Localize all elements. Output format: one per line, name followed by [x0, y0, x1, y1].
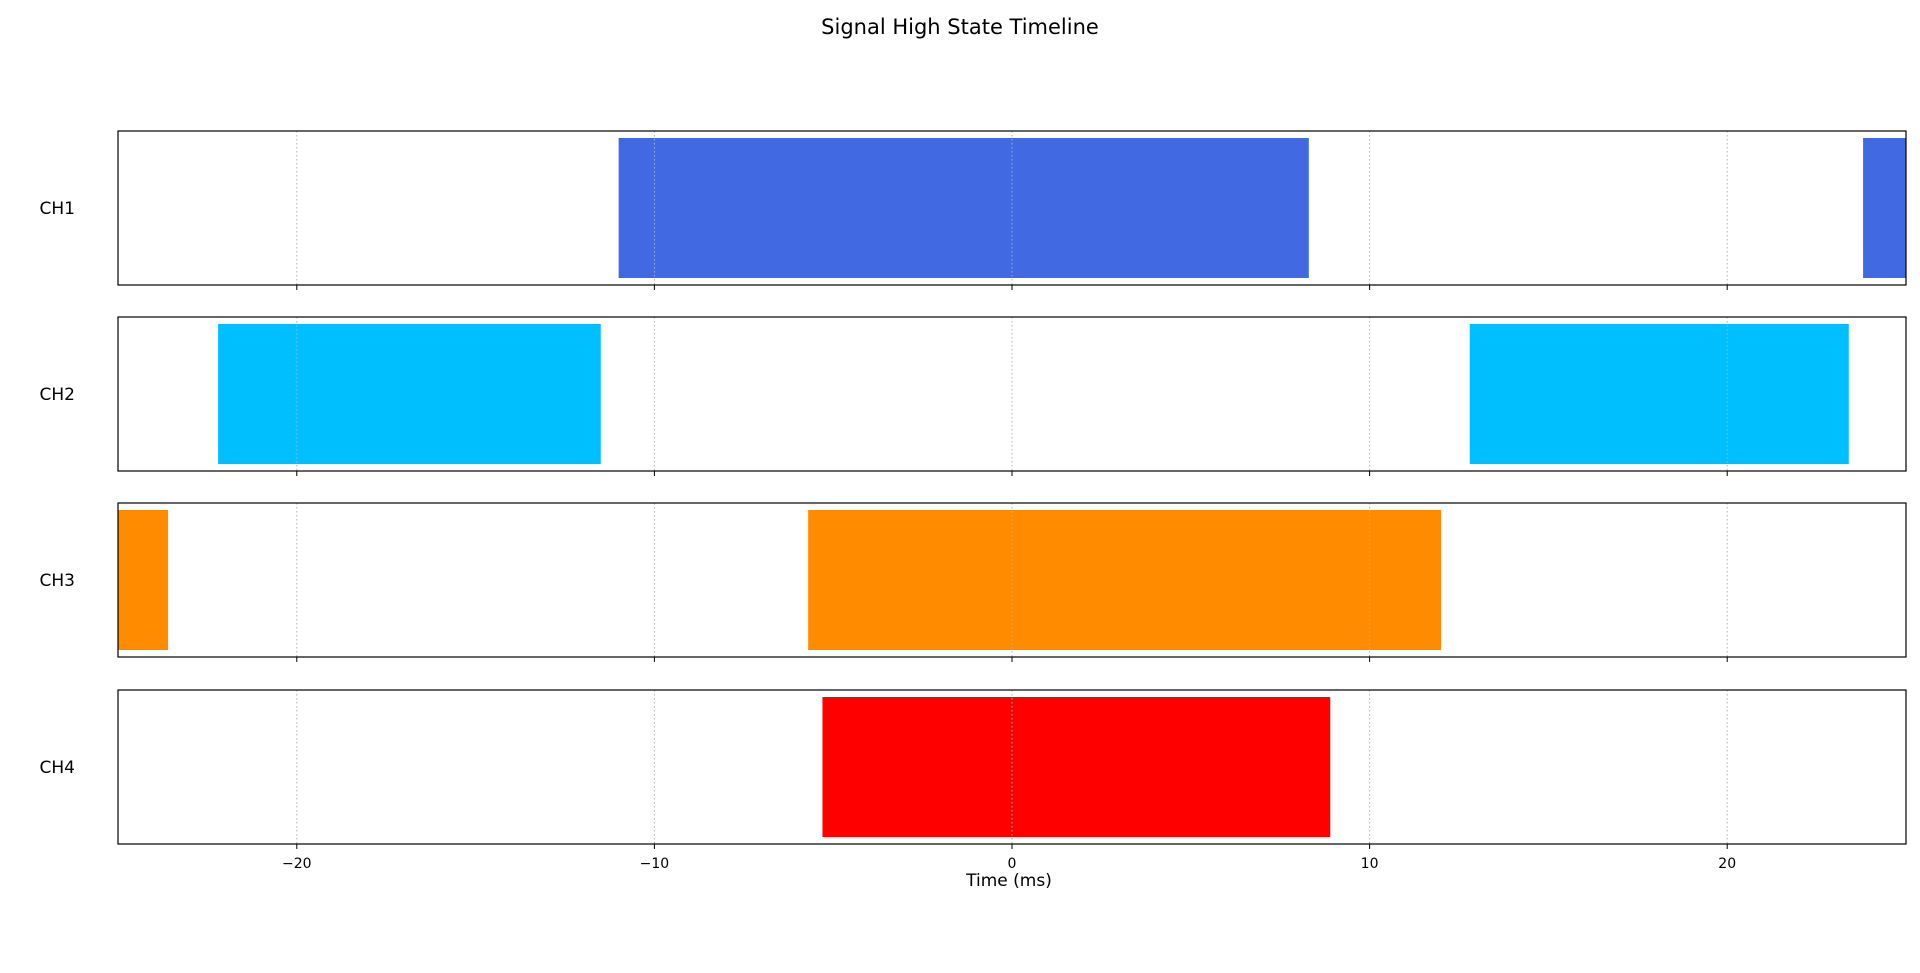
channel-label-ch1: CH1	[40, 199, 75, 219]
channel-label-ch2: CH2	[40, 385, 75, 405]
x-tick-label: 0	[1008, 856, 1017, 872]
channel-label-ch3: CH3	[40, 571, 75, 591]
bar-ch3-1	[118, 510, 169, 650]
channel-panel-ch2: CH2	[40, 316, 1907, 476]
x-tick-label: −20	[282, 856, 312, 872]
bar-ch2-1	[218, 324, 601, 464]
bar-ch1-2	[1863, 138, 1906, 278]
bar-ch4-1	[822, 697, 1331, 837]
x-axis-label: Time (ms)	[965, 871, 1052, 891]
x-tick-label: −10	[640, 856, 670, 872]
channel-panel-ch1: CH1	[40, 130, 1907, 290]
channel-panel-ch4: CH4	[40, 689, 1907, 849]
chart-title: Signal High State Timeline	[821, 15, 1099, 39]
x-tick-label: 20	[1718, 856, 1736, 872]
bar-ch3-2	[808, 510, 1442, 650]
x-axis-ticks: −20 −10 0 10 20	[282, 856, 1736, 872]
x-tick-label: 10	[1361, 856, 1379, 872]
channel-panel-ch3: CH3	[40, 502, 1907, 662]
bar-ch1-1	[618, 138, 1309, 278]
channel-label-ch4: CH4	[40, 758, 75, 778]
channel-panels: CH1 CH2 CH3 CH4	[40, 130, 1907, 849]
bar-ch2-2	[1469, 324, 1849, 464]
